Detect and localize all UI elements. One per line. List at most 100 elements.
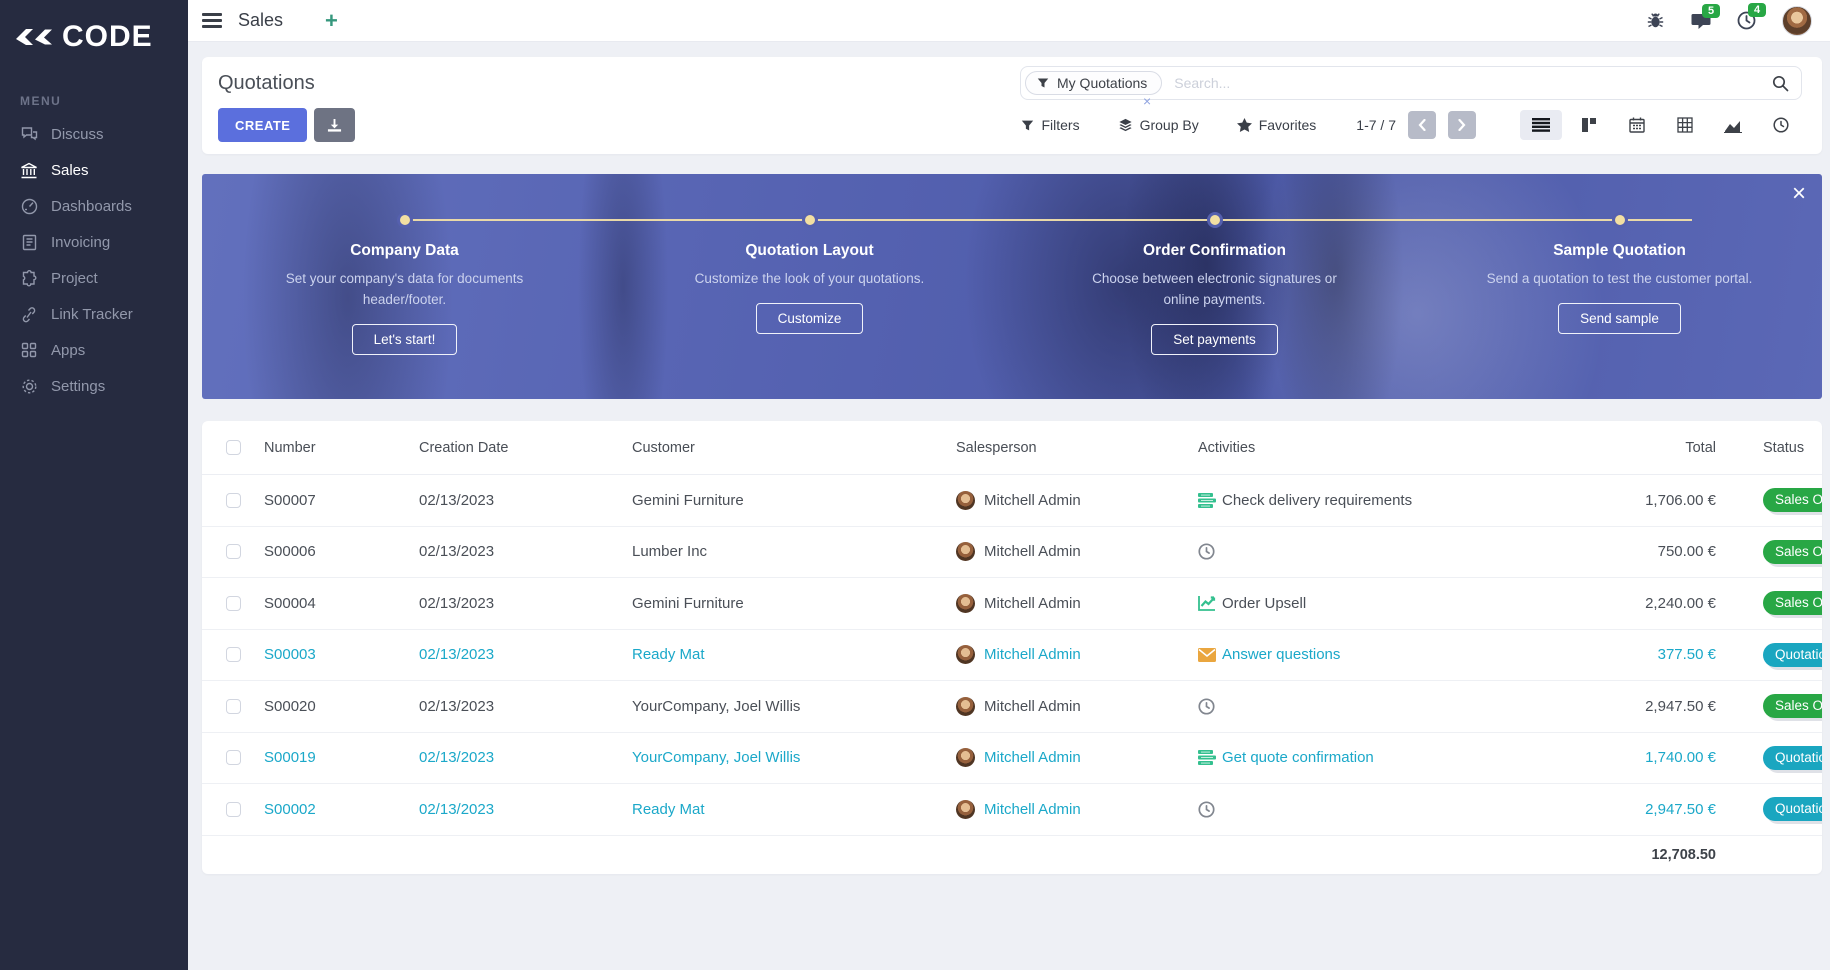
cell-customer: Ready Mat <box>632 800 705 818</box>
column-header-activities[interactable]: Activities <box>1198 439 1256 456</box>
view-switcher <box>1520 110 1802 140</box>
brand-logo[interactable]: CODE <box>0 0 188 64</box>
search-facet-label: My Quotations <box>1057 75 1148 91</box>
table-row[interactable]: S00003 02/13/2023 Ready Mat Mitchell Admin A… <box>202 630 1822 681</box>
debug-bug-icon[interactable] <box>1646 11 1665 30</box>
sidebar-item-sales[interactable]: Sales <box>0 152 188 188</box>
step-description: Choose between electronic signatures or … <box>1092 271 1337 307</box>
add-tab-icon[interactable]: + <box>325 7 338 33</box>
chevron-right-icon <box>1458 119 1466 131</box>
brand-name: CODE <box>62 20 153 53</box>
salesperson-avatar <box>956 748 975 768</box>
chevron-left-icon <box>1418 119 1426 131</box>
filters-button[interactable]: Filters <box>1021 117 1080 133</box>
table-row[interactable]: S00020 02/13/2023 YourCompany, Joel Willis… <box>202 681 1822 733</box>
activities-clock-icon[interactable]: 4 <box>1737 3 1767 30</box>
topbar: Sales + 5 <box>188 0 1830 42</box>
clock-activity-icon <box>1198 543 1215 560</box>
column-header-status[interactable]: Status <box>1763 439 1805 456</box>
step-action-button[interactable]: Set payments <box>1151 323 1278 355</box>
search-facet[interactable]: My Quotations <box>1025 71 1163 95</box>
calendar-view-icon <box>1629 117 1645 133</box>
group-by-label: Group By <box>1139 117 1199 133</box>
table-row[interactable]: S00019 02/13/2023 YourCompany, Joel Willis… <box>202 733 1822 784</box>
search-icon[interactable] <box>1772 75 1789 92</box>
table-row[interactable]: S00007 02/13/2023 Gemini Furniture Mitchell… <box>202 475 1822 527</box>
sidebar-item-label: Apps <box>51 341 86 359</box>
step-action-button[interactable]: Send sample <box>1558 302 1681 334</box>
settings-icon <box>20 377 38 395</box>
row-checkbox[interactable] <box>225 750 241 766</box>
pager-next-button[interactable] <box>1448 111 1476 139</box>
timeline-dot <box>396 212 413 228</box>
cell-activities[interactable] <box>1198 543 1538 560</box>
status-badge: Sales Order <box>1763 694 1822 719</box>
menu-toggle-icon[interactable] <box>202 10 222 32</box>
cell-status: Quotation <box>1738 745 1822 770</box>
row-checkbox[interactable] <box>225 595 241 611</box>
activity-view-button[interactable] <box>1760 110 1802 140</box>
list-view-button[interactable] <box>1520 110 1562 140</box>
calendar-view-button[interactable] <box>1616 110 1658 140</box>
step-action-button[interactable]: Customize <box>755 302 864 334</box>
activity-view-icon <box>1773 117 1789 133</box>
sidebar-item-link-tracker[interactable]: Link Tracker <box>0 296 188 332</box>
onboarding-timeline <box>404 219 1693 221</box>
cell-activities[interactable] <box>1198 801 1538 818</box>
facet-remove-icon[interactable]: × <box>1143 93 1152 109</box>
pager-prev-button[interactable] <box>1408 111 1436 139</box>
create-button[interactable]: CREATE <box>218 108 308 142</box>
table-row[interactable]: S00004 02/13/2023 Gemini Furniture Mitchell… <box>202 578 1822 630</box>
cell-number: S00019 <box>264 749 316 767</box>
cell-activities[interactable]: Get quote confirmation <box>1198 749 1538 766</box>
select-all-checkbox[interactable] <box>225 440 241 455</box>
sidebar-item-settings[interactable]: Settings <box>0 368 188 404</box>
tasks-activity-icon <box>1198 492 1216 508</box>
group-by-button[interactable]: Group By <box>1118 117 1199 133</box>
table-row[interactable]: S00006 02/13/2023 Lumber Inc Mitchell Admin… <box>202 527 1822 578</box>
cell-activities[interactable] <box>1198 698 1538 715</box>
row-checkbox[interactable] <box>225 801 241 817</box>
sidebar-item-dashboards[interactable]: Dashboards <box>0 188 188 224</box>
step-action-button[interactable]: Let's start! <box>351 323 458 355</box>
export-button[interactable] <box>314 108 356 142</box>
salesperson-name: Mitchell Admin <box>984 594 1081 612</box>
cell-activities[interactable]: Check delivery requirements <box>1198 492 1538 509</box>
messages-icon[interactable]: 5 <box>1691 3 1721 30</box>
status-badge: Sales Order <box>1763 591 1822 616</box>
cell-total: 1,740.00 € <box>1645 749 1716 767</box>
activity-label: Answer questions <box>1222 646 1341 664</box>
layers-icon <box>1118 118 1132 132</box>
column-header-number[interactable]: Number <box>264 439 316 456</box>
row-checkbox[interactable] <box>225 647 241 663</box>
cell-activities[interactable]: Order Upsell <box>1198 595 1538 612</box>
pivot-view-button[interactable] <box>1664 110 1706 140</box>
row-checkbox[interactable] <box>225 698 241 714</box>
user-avatar[interactable] <box>1782 5 1812 36</box>
row-checkbox[interactable] <box>225 544 241 560</box>
kanban-view-button[interactable] <box>1568 110 1610 140</box>
cell-number: S00002 <box>264 800 316 818</box>
salesperson-avatar <box>956 645 975 665</box>
sidebar-item-project[interactable]: Project <box>0 260 188 296</box>
table-footer-row: 12,708.50 <box>202 836 1822 874</box>
cell-activities[interactable]: Answer questions <box>1198 646 1538 663</box>
sidebar-item-apps[interactable]: Apps <box>0 332 188 368</box>
sidebar-item-invoicing[interactable]: Invoicing <box>0 224 188 260</box>
graph-view-button[interactable] <box>1712 110 1754 140</box>
activities-count-badge: 4 <box>1748 3 1767 17</box>
clock-activity-icon <box>1198 801 1215 818</box>
column-header-customer[interactable]: Customer <box>632 439 695 456</box>
favorites-button[interactable]: Favorites <box>1236 117 1316 133</box>
sidebar-item-label: Project <box>51 269 98 287</box>
cell-creation-date: 02/13/2023 <box>419 697 495 715</box>
row-checkbox[interactable] <box>225 492 241 508</box>
column-header-salesperson[interactable]: Salesperson <box>956 439 1037 456</box>
column-header-creation-date[interactable]: Creation Date <box>419 439 509 456</box>
sidebar-item-discuss[interactable]: Discuss <box>0 116 188 152</box>
search-input[interactable]: My Quotations × Search... <box>1020 66 1802 108</box>
banner-close-icon[interactable]: × <box>1791 180 1806 207</box>
table-row[interactable]: S00002 02/13/2023 Ready Mat Mitchell Admin 2… <box>202 784 1822 836</box>
table-header-row: Number Creation Date Customer Salesperso… <box>202 421 1822 475</box>
column-header-total[interactable]: Total <box>1685 439 1716 456</box>
